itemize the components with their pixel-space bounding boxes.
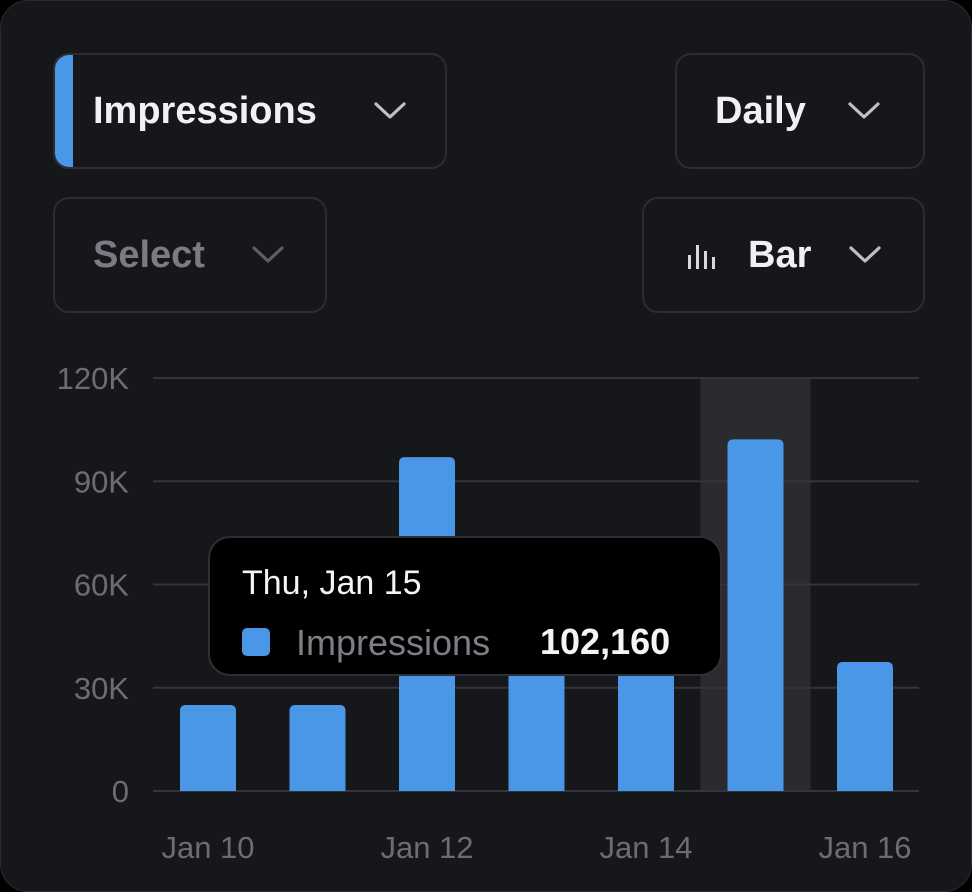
chevron-down-icon <box>848 102 880 119</box>
tooltip-value: 102,160 <box>540 621 671 662</box>
tooltip-series-swatch <box>242 628 270 656</box>
bar-chart-icon <box>688 245 715 269</box>
chevron-down-icon <box>374 102 406 119</box>
y-tick-label: 120K <box>57 361 130 396</box>
x-tick-label: Jan 14 <box>599 830 692 865</box>
chevron-down-icon <box>252 246 284 263</box>
y-tick-label: 0 <box>112 774 129 809</box>
x-tick-label: Jan 10 <box>161 830 254 865</box>
bar-jan-11[interactable] <box>289 704 346 791</box>
tooltip-series-name: Impressions <box>296 622 491 663</box>
y-tick-label: 60K <box>74 568 129 603</box>
chevron-down-icon <box>849 246 881 263</box>
bar-jan-14[interactable] <box>618 653 674 791</box>
metric-dropdown[interactable]: Impressions <box>53 53 447 169</box>
period-dropdown-label: Daily <box>715 89 806 132</box>
y-tick-label: 90K <box>74 464 129 499</box>
metric-color-indicator <box>55 55 73 167</box>
bar-jan-13[interactable] <box>508 653 565 791</box>
y-tick-label: 30K <box>74 671 129 706</box>
tooltip-date: Thu, Jan 15 <box>242 564 422 602</box>
chart-tooltip: Thu, Jan 15 Impressions 102,160 <box>208 536 722 676</box>
bar-jan-10[interactable] <box>180 704 236 791</box>
period-dropdown[interactable]: Daily <box>675 53 925 169</box>
compare-select-dropdown[interactable]: Select <box>53 197 327 313</box>
select-placeholder: Select <box>93 233 205 276</box>
bar-jan-16[interactable] <box>837 661 893 791</box>
chart-type-label: Bar <box>748 233 812 276</box>
chart-type-dropdown[interactable]: Bar <box>642 197 925 313</box>
x-tick-label: Jan 16 <box>818 830 911 865</box>
x-tick-label: Jan 12 <box>380 830 473 865</box>
metric-dropdown-label: Impressions <box>93 89 317 132</box>
bar-jan-15[interactable] <box>727 439 784 791</box>
